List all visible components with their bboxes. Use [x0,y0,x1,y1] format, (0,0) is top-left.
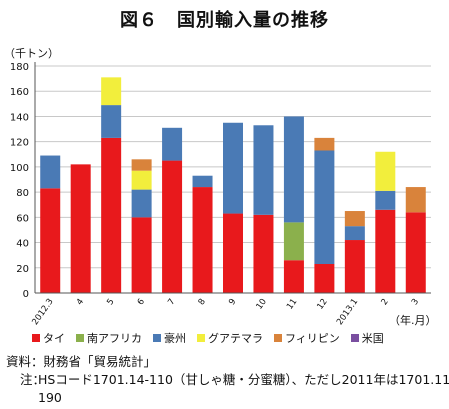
x-axis-unit-label: （年.月） [389,314,437,327]
note: 注： HSコード1701.14-110（甘しゃ糖・分蜜糖）、ただし2011年は1… [20,371,449,405]
legend-item: 南アフリカ [76,330,142,346]
y-tick-label: 80 [16,188,29,199]
bar-segment [223,122,243,214]
bar-segment [314,150,335,264]
x-tick-label: 10 [255,297,269,312]
legend-label: 豪州 [164,332,186,345]
legend-item: グアテマラ [197,330,263,346]
y-axis-unit-label: （千トン） [4,47,59,60]
legend-item: タイ [32,330,65,346]
legend-label: タイ [43,332,65,345]
x-tick-label: 11 [285,297,299,312]
y-tick-label: 0 [23,289,29,300]
y-tick-label: 180 [10,62,29,73]
x-tick-label: 6 [136,297,147,307]
legend-item: 米国 [350,330,384,346]
legend-item: 豪州 [153,330,186,346]
legend-label: 米国 [361,332,384,345]
legend-label: フィリピン [285,332,340,345]
y-tick-label: 140 [10,112,29,123]
bar-segment [405,187,426,213]
bar-segment [314,263,335,293]
legend-swatch [274,334,282,342]
bar-segment [131,189,152,218]
bar-segment [131,159,152,171]
x-tick-label: 2 [379,297,390,307]
legend: タイ 南アフリカ 豪州 グアテマラ フィリピン 米国 [32,330,384,346]
note-text: HSコード1701.14-110（甘しゃ糖・分蜜糖）、ただし2011年は1701… [38,372,449,405]
x-tick-label: 4 [75,297,86,307]
legend-swatch [76,334,84,342]
bar-segment [101,105,122,138]
y-tick-label: 160 [10,87,29,98]
bar-segment [405,212,426,293]
bar-segment [314,137,335,151]
bar-segment [131,170,152,190]
bar-segment [344,240,365,293]
source-text: 資料：財務省「貿易統計」 [6,354,157,369]
bar-segment [101,77,122,106]
legend-label: 南アフリカ [87,332,142,345]
bar-segment [375,209,396,293]
bar-segment [253,125,274,215]
legend-swatch [32,334,40,342]
bar-segment [40,188,61,293]
y-tick-label: 120 [10,138,29,149]
gridlines [35,65,431,269]
bar-segment [253,214,274,293]
x-tick-label: 9 [227,297,238,307]
x-tick-label: 12 [315,297,329,312]
stacked-bar-chart: 0 20 40 60 80 100 120 140 160 180 2012.3 4 5 6 7 8 9 10 11… [10,62,431,327]
bar-segment [375,190,396,210]
bar-segment [192,187,213,293]
legend-swatch [350,334,359,342]
y-tick-label: 20 [16,264,29,275]
legend-swatch [197,334,205,342]
legend-swatch [153,334,161,342]
bar-segment [283,260,304,293]
bar-segment [40,155,61,189]
bar-segment [283,222,304,261]
chart-title: 図６ 国別輸入量の推移 [120,10,329,31]
bar-segment [162,127,183,161]
bar-segment [131,217,152,293]
bar-segment [101,137,122,293]
bar-segment [70,164,91,293]
y-tick-label: 60 [16,213,29,224]
bar-segment [223,213,243,293]
x-tick-label: 2012.3 [30,297,55,327]
bar-segment [283,116,304,223]
bar-segment [162,160,183,293]
x-tick-label: 2013.1 [335,297,360,327]
y-tick-label: 40 [16,239,29,250]
bar-segment [375,151,396,191]
x-tick-label: 7 [166,297,177,307]
bar-segment [344,226,365,241]
x-tick-label: 5 [105,297,116,307]
y-tick-label: 100 [10,163,29,174]
legend-item: フィリピン [274,330,340,346]
legend-label: グアテマラ [208,332,263,345]
bar-segment [192,175,213,188]
x-tick-label: 8 [197,297,208,307]
bars [40,77,426,293]
note-label: 注： [20,372,46,387]
x-tick-label: 3 [410,297,421,307]
bar-segment [344,211,365,227]
